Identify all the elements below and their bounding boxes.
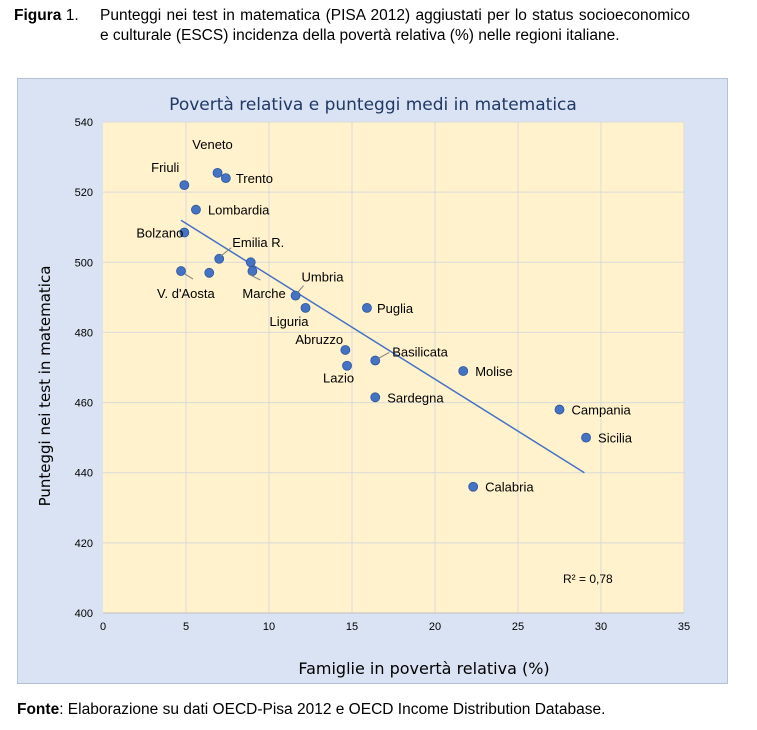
data-point — [458, 366, 469, 376]
x-tick-label: 35 — [678, 621, 690, 633]
caption-label: Figura — [14, 7, 62, 24]
figure-caption: Figura 1. Punteggi nei test in matematic… — [14, 7, 690, 44]
x-tick-label: 0 — [100, 621, 106, 633]
x-tick-label: 25 — [512, 621, 524, 633]
y-axis-label: Punteggi nei test in matematica — [36, 266, 54, 507]
point-label: Veneto — [192, 137, 233, 152]
point-label: Puglia — [377, 301, 414, 316]
data-point — [370, 392, 381, 403]
point-label: V. d'Aosta — [157, 286, 215, 301]
data-point — [191, 204, 201, 215]
point-label: Sardegna — [387, 390, 444, 405]
point-label: Bolzano — [136, 225, 183, 240]
point-label: Liguria — [270, 314, 310, 329]
data-point — [300, 302, 311, 313]
point-label: Lazio — [323, 371, 354, 386]
point-label: Trento — [236, 171, 273, 186]
x-tick-label: 5 — [183, 621, 189, 633]
y-tick-label: 420 — [75, 538, 93, 550]
point-label: Friuli — [151, 160, 179, 175]
point-label: Basilicata — [392, 344, 448, 359]
point-label: Abruzzo — [295, 332, 343, 347]
data-point — [362, 302, 372, 313]
label-leader-line — [220, 247, 232, 257]
data-point — [468, 481, 479, 492]
data-point — [214, 253, 225, 264]
data-point — [179, 227, 190, 238]
data-point — [290, 290, 301, 301]
point-label: Lombardia — [208, 203, 270, 218]
source-text: : Elaborazione su dati OECD-Pisa 2012 e … — [59, 701, 606, 718]
y-tick-label: 480 — [75, 327, 93, 339]
data-point — [179, 180, 190, 191]
data-point — [340, 345, 351, 355]
point-label: Molise — [475, 364, 513, 379]
label-leader-line — [248, 273, 261, 281]
x-tick-label: 20 — [429, 621, 441, 633]
label-leader-line — [297, 285, 304, 293]
caption-number: 1 — [65, 7, 75, 24]
caption-text: Punteggi nei test in matematica (PISA 20… — [100, 7, 690, 44]
y-tick-label: 540 — [75, 117, 93, 129]
source-label: Fonte — [17, 701, 60, 718]
scatter-chart: Povertà relativa e punteggi medi in mate… — [36, 95, 690, 678]
point-label: Emilia R. — [232, 235, 284, 250]
data-point — [204, 267, 215, 278]
point-label: Marche — [242, 286, 285, 301]
x-tick-label: 30 — [595, 621, 607, 633]
point-label: Campania — [572, 403, 632, 418]
x-axis-label: Famiglie in povertà relativa (%) — [298, 659, 549, 678]
x-tick-label: 10 — [263, 621, 275, 633]
chart-area: Povertà relativa e punteggi medi in mate… — [17, 78, 728, 684]
data-point — [212, 167, 223, 178]
r-squared-label: R² = 0,78 — [563, 572, 613, 586]
data-point — [176, 266, 186, 276]
data-point — [220, 173, 231, 184]
chart-title: Povertà relativa e punteggi medi in mate… — [169, 95, 577, 115]
data-point — [342, 360, 352, 371]
data-point — [554, 404, 565, 415]
data-point — [581, 432, 591, 443]
label-leader-line — [184, 273, 194, 280]
point-label: Calabria — [485, 480, 534, 495]
label-leader-line — [378, 352, 390, 359]
y-tick-label: 440 — [75, 468, 93, 480]
y-tick-label: 400 — [75, 608, 93, 620]
x-tick-label: 15 — [346, 621, 358, 633]
y-tick-label: 460 — [75, 398, 93, 410]
data-point — [245, 257, 256, 268]
data-point — [370, 355, 381, 366]
y-tick-label: 500 — [75, 257, 93, 269]
source-note: Fonte: Elaborazione su dati OECD-Pisa 20… — [17, 701, 605, 719]
point-label: Sicilia — [598, 431, 633, 446]
point-label: Umbria — [302, 270, 345, 285]
y-tick-label: 520 — [75, 187, 93, 199]
plot-area — [103, 122, 684, 613]
